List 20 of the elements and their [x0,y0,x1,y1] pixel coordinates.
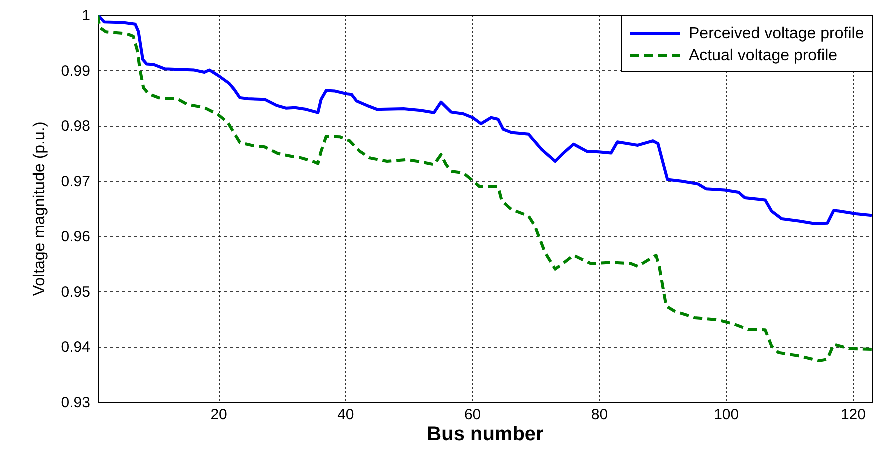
y-tick-label: 0.94 [61,339,90,356]
line-series [98,15,872,363]
y-tick-label: 1 [82,8,90,24]
x-tick-label: 120 [840,406,866,424]
y-tick-label: 0.98 [61,118,90,136]
y-tick-label: 0.93 [61,394,90,412]
y-axis-title: Voltage magnitude (p.u.) [31,122,48,296]
line-series [98,15,872,226]
legend-label: Actual voltage profile [689,48,838,64]
x-axis-title: Bus number [427,424,544,446]
x-tick-label: 100 [714,406,740,424]
x-tick-label: 40 [338,406,354,424]
x-tick-label: 80 [591,406,608,424]
y-tick-label: 0.99 [61,62,90,80]
y-tick-label: 0.95 [61,284,90,301]
legend-label: Perceived voltage profile [689,26,864,42]
x-tick-label: 60 [464,406,482,424]
x-tick-label: 20 [210,406,228,424]
y-tick-label: 0.96 [61,228,90,246]
y-tick-label: 0.97 [61,173,90,190]
